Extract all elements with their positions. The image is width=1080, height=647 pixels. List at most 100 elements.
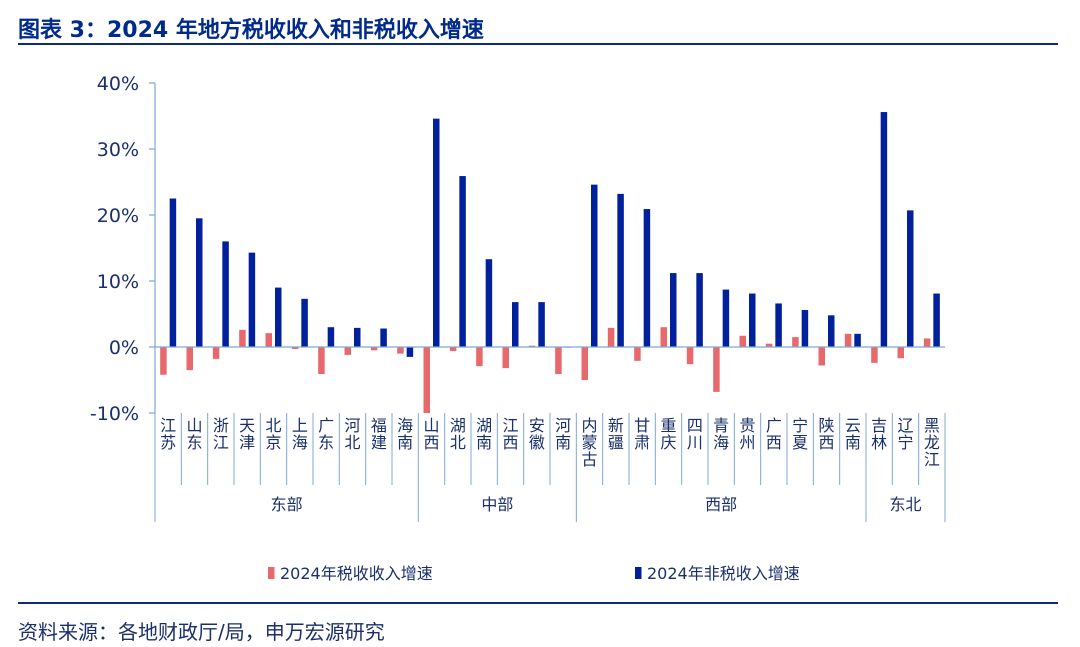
legend-label: 2024年税收收入增速	[280, 564, 433, 583]
category-label: 贵州	[739, 416, 755, 452]
tax-growth-bar	[318, 347, 325, 375]
nontax-growth-bar	[643, 209, 651, 347]
category-label: 海南	[397, 416, 413, 452]
nontax-growth-bar	[828, 315, 835, 347]
nontax-growth-bar	[749, 293, 756, 347]
category-label: 重庆	[660, 416, 676, 452]
tax-growth-bar	[739, 335, 746, 347]
nontax-growth-bar	[301, 298, 308, 347]
category-label: 河北	[344, 416, 360, 452]
category-label: 湖北	[450, 416, 466, 452]
nontax-growth-bar	[591, 184, 598, 347]
nontax-growth-bar	[275, 287, 282, 347]
nontax-growth-bar	[538, 302, 545, 347]
nontax-growth-bar	[907, 210, 914, 347]
category-label: 上海	[292, 416, 308, 452]
group-label: 中部	[481, 495, 513, 514]
nontax-growth-bar	[775, 303, 782, 347]
category-label: 广西	[766, 416, 782, 452]
nontax-growth-bar	[670, 273, 677, 347]
tax-growth-bar	[502, 347, 509, 369]
nontax-growth-bar	[327, 327, 335, 347]
nontax-growth-bar	[801, 310, 809, 347]
category-label: 新疆	[608, 416, 624, 452]
tax-growth-bar	[871, 347, 878, 363]
group-label: 东部	[271, 495, 303, 514]
nontax-growth-bar	[880, 112, 888, 347]
nontax-growth-bar	[196, 218, 203, 347]
tax-growth-bar	[792, 337, 799, 347]
nontax-growth-bar	[406, 347, 414, 357]
nontax-growth-bar	[512, 302, 519, 347]
category-label: 甘肃	[634, 416, 650, 452]
y-tick-label: 30%	[97, 139, 139, 161]
category-label: 内蒙古	[581, 416, 597, 469]
nontax-growth-bar	[169, 198, 177, 347]
group-label: 西部	[705, 495, 737, 514]
source-note: 资料来源：各地财政厅/局，申万宏源研究	[18, 620, 385, 644]
legend-label: 2024年非税收入增速	[647, 564, 800, 583]
y-tick-label: 10%	[97, 271, 139, 293]
nontax-growth-bar	[722, 289, 730, 347]
category-label: 青海	[713, 416, 729, 452]
category-label: 天津	[239, 416, 255, 452]
nontax-growth-bar	[696, 273, 703, 347]
nontax-growth-bar	[485, 259, 493, 347]
category-label: 云南	[845, 416, 861, 452]
tax-growth-bar	[897, 347, 904, 359]
tax-growth-bar	[397, 347, 404, 354]
tax-growth-bar	[344, 347, 351, 355]
category-label: 辽宁	[897, 416, 913, 452]
nontax-growth-bar	[222, 241, 229, 347]
group-label: 东北	[889, 495, 921, 514]
category-label: 山东	[186, 416, 202, 452]
category-label: 湖南	[476, 416, 492, 452]
nontax-growth-bar	[248, 252, 256, 347]
nontax-growth-bar	[459, 176, 466, 347]
nontax-growth-bar	[617, 193, 624, 347]
tax-growth-bar	[555, 347, 562, 375]
tax-growth-bar	[844, 333, 852, 347]
nontax-growth-bar	[933, 293, 940, 347]
y-tick-label: -10%	[90, 403, 139, 425]
source-rule	[18, 602, 1058, 604]
category-label: 北京	[265, 416, 281, 452]
title-rule	[18, 43, 1058, 45]
tax-growth-bar	[660, 327, 667, 347]
page-title: 图表 3：2024 年地方税收收入和非税收入增速	[18, 18, 484, 43]
category-label: 福建	[371, 416, 387, 452]
category-label: 浙江	[213, 416, 229, 452]
y-tick-label: 0%	[109, 337, 139, 359]
tax-growth-bar	[160, 347, 167, 375]
category-label: 广东	[318, 416, 334, 452]
tax-growth-bar	[607, 327, 615, 347]
tax-growth-bar	[765, 343, 773, 347]
category-label: 四川	[687, 416, 703, 452]
tax-growth-bar	[423, 347, 430, 413]
category-label: 山西	[423, 416, 439, 452]
nontax-growth-bar	[380, 328, 387, 347]
tax-growth-bar	[239, 329, 246, 347]
category-label: 江西	[502, 416, 518, 452]
legend-swatch	[635, 567, 642, 579]
category-label: 宁夏	[792, 416, 808, 452]
tax-growth-bar	[686, 347, 694, 365]
tax-growth-bar	[265, 333, 272, 347]
nontax-growth-bar	[433, 118, 440, 347]
tax-growth-bar	[291, 347, 299, 349]
category-label: 江苏	[160, 416, 176, 452]
category-label: 河南	[555, 416, 571, 452]
nontax-growth-bar	[854, 333, 861, 347]
tax-growth-bar	[186, 347, 193, 371]
tax-growth-bar	[476, 347, 483, 367]
y-tick-label: 20%	[97, 205, 139, 227]
tax-growth-bar	[818, 347, 825, 366]
tax-growth-bar	[581, 347, 588, 380]
tax-growth-bar	[370, 347, 378, 351]
y-tick-label: 40%	[97, 73, 139, 95]
category-label: 吉林	[871, 416, 887, 452]
nontax-growth-bar	[354, 327, 361, 347]
bar-chart: 40% 30% 20% 10% 0% -10% 江苏山东浙江天津北京上海广东河北福建海南山…	[90, 73, 946, 583]
category-label: 陕西	[818, 416, 834, 452]
tax-growth-bar	[634, 347, 641, 361]
